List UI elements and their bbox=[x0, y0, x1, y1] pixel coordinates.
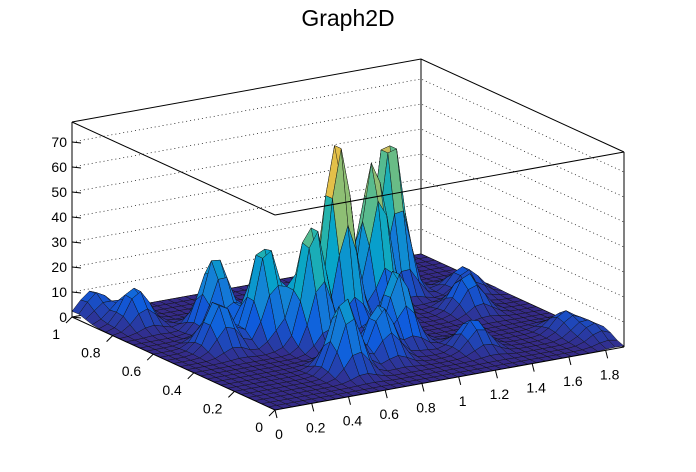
z-tick bbox=[71, 191, 82, 194]
x-axis-line bbox=[274, 346, 625, 411]
z-tick bbox=[71, 141, 82, 144]
z-tick bbox=[71, 291, 82, 294]
x-tick-label: 0 bbox=[275, 426, 283, 442]
z-tick bbox=[71, 216, 82, 219]
x-axis: 0 0.2 0.4 0.6 0.8 1 1.2 1.4 1.6 1.8 bbox=[274, 346, 625, 442]
z-tick-label: 30 bbox=[51, 234, 67, 250]
x-tick-label: 0.6 bbox=[379, 406, 399, 422]
y-tick bbox=[187, 372, 195, 380]
y-tick bbox=[146, 353, 154, 361]
y-tick-label: 0 bbox=[255, 419, 263, 435]
x-tick bbox=[274, 409, 278, 419]
z-tick-label: 40 bbox=[51, 209, 67, 225]
z-tick-label: 0 bbox=[59, 309, 67, 325]
z-gridline bbox=[71, 103, 625, 198]
y-tick-label: 0.6 bbox=[122, 363, 142, 379]
y-tick bbox=[65, 316, 73, 324]
z-tick-label: 50 bbox=[51, 184, 67, 200]
x-tick-label: 0.2 bbox=[306, 419, 326, 435]
y-tick-label: 0.2 bbox=[203, 400, 223, 416]
x-tick-label: 1.8 bbox=[600, 366, 620, 382]
y-tick bbox=[268, 409, 276, 417]
y-tick-label: 0.4 bbox=[162, 382, 182, 398]
z-axis: 0 10 20 30 40 50 60 70 bbox=[51, 122, 82, 325]
x-tick-label: 1 bbox=[459, 393, 467, 409]
x-tick bbox=[458, 376, 462, 385]
box-top-back bbox=[71, 58, 625, 153]
surface-cell bbox=[607, 339, 625, 348]
x-tick-label: 0.4 bbox=[343, 413, 363, 429]
x-tick bbox=[568, 356, 572, 366]
z-tick bbox=[71, 241, 82, 244]
x-tick-label: 1.4 bbox=[526, 380, 546, 396]
x-tick bbox=[384, 389, 388, 399]
x-tick-label: 1.6 bbox=[563, 373, 583, 389]
z-tick-label: 10 bbox=[51, 284, 67, 300]
x-tick bbox=[531, 363, 535, 372]
x-tick-label: 1.2 bbox=[490, 386, 510, 402]
y-tick bbox=[106, 335, 113, 342]
x-tick-label: 0.8 bbox=[416, 399, 436, 415]
y-axis-line bbox=[71, 316, 276, 411]
x-tick bbox=[605, 350, 609, 359]
z-gridline bbox=[71, 78, 625, 173]
y-tick-label: 1 bbox=[52, 326, 60, 342]
box-top-left bbox=[71, 121, 276, 216]
y-tick bbox=[228, 391, 235, 398]
surface-mesh bbox=[71, 145, 625, 411]
chart-title: Graph2D bbox=[301, 5, 394, 31]
y-axis: 0 0.2 0.4 0.6 0.8 1 bbox=[52, 316, 276, 435]
y-tick-label: 0.8 bbox=[81, 345, 101, 361]
z-tick-label: 60 bbox=[51, 159, 67, 175]
plot-front-box bbox=[71, 121, 625, 216]
x-tick bbox=[494, 370, 498, 379]
x-tick bbox=[347, 396, 351, 405]
z-tick bbox=[71, 266, 82, 269]
z-tick-label: 70 bbox=[51, 134, 67, 150]
z-tick-label: 20 bbox=[51, 259, 67, 275]
box-top-right bbox=[274, 151, 625, 216]
x-tick bbox=[311, 403, 315, 412]
z-tick bbox=[71, 166, 82, 169]
x-tick bbox=[421, 383, 425, 392]
